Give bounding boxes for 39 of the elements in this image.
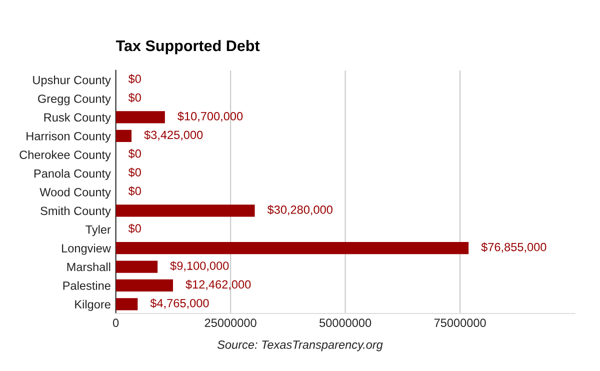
x-tick-label: 50000000 <box>320 318 372 328</box>
y-tick-label: Harrison County <box>26 132 111 143</box>
data-label: $0 <box>128 168 141 178</box>
bar <box>116 298 138 310</box>
data-label: $0 <box>128 92 141 102</box>
y-tick-label: Panola County <box>34 169 111 180</box>
bar <box>116 260 158 273</box>
y-tick-label: Rusk County <box>44 112 111 124</box>
y-tick-label: Tyler <box>86 225 111 236</box>
data-label: $9,100,000 <box>170 261 229 272</box>
y-tick-label: Gregg County <box>38 94 111 106</box>
y-tick-label: Wood County <box>40 188 111 199</box>
data-label: $0 <box>128 224 141 234</box>
y-tick-label: Longview <box>62 244 111 255</box>
data-label: $3,425,000 <box>144 130 203 140</box>
bar <box>116 279 173 292</box>
data-label: $12,462,000 <box>186 280 251 290</box>
y-tick-label: Smith County <box>40 206 111 218</box>
x-tick-label: 25000000 <box>204 318 256 328</box>
bar <box>116 242 469 254</box>
y-tick-label: Kilgore <box>75 300 110 311</box>
y-tick-label: Cherokee County <box>20 150 111 162</box>
data-label: $10,700,000 <box>178 112 243 122</box>
data-label: $0 <box>128 74 141 84</box>
x-tick-label: 75000000 <box>434 318 486 328</box>
y-tick-label: Palestine <box>63 281 110 290</box>
data-label: $0 <box>128 186 141 196</box>
data-label: $30,280,000 <box>267 205 332 216</box>
data-label: $76,855,000 <box>481 242 546 253</box>
data-label: $4,765,000 <box>150 298 209 309</box>
data-label: $0 <box>128 148 141 158</box>
bar <box>116 130 132 142</box>
x-tick-label: 0 <box>112 318 119 328</box>
y-tick-label: Upshur County <box>33 76 111 87</box>
source-note: Source: TexasTransparency.org <box>217 340 383 352</box>
bar <box>116 204 255 217</box>
chart-title: Tax Supported Debt <box>116 40 260 54</box>
bar <box>116 111 165 124</box>
y-tick-label: Marshall <box>67 262 110 272</box>
